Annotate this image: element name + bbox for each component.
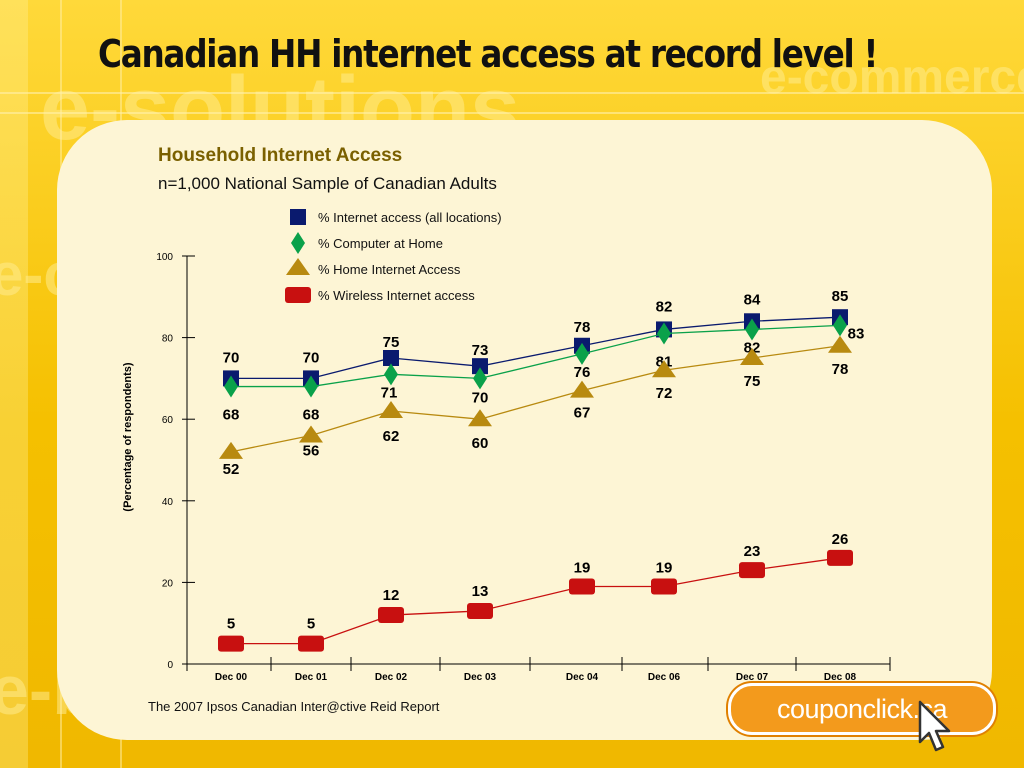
data-point [379,401,403,419]
data-point [473,367,487,390]
data-point [657,322,671,345]
data-point [472,358,488,375]
data-label: 83 [848,325,865,342]
source-note: The 2007 Ipsos Canadian Inter@ctive Reid… [148,699,440,714]
x-tick-label: Dec 08 [824,672,857,683]
data-label: 78 [574,319,591,336]
data-label: 84 [744,291,761,308]
series-line [230,345,841,453]
data-label: 70 [223,349,240,366]
data-label: 68 [223,407,240,424]
couponclick-logo: couponclick.ca [728,683,996,735]
legend-label: % Computer at Home [318,236,443,251]
data-point [652,360,676,378]
legend-label: % Internet access (all locations) [318,210,502,225]
data-label: 75 [744,373,761,390]
series-line [231,324,841,388]
series-line [231,316,841,380]
x-tick-label: Dec 00 [215,672,248,683]
data-point [569,578,595,595]
legend-swatch [291,232,305,254]
x-tick-label: Dec 06 [648,672,681,683]
x-tick-label: Dec 01 [295,672,328,683]
data-label: 5 [307,616,315,633]
data-label: 62 [383,428,400,445]
series-line [231,557,841,645]
data-label: 13 [472,583,489,600]
data-label: 67 [574,405,591,422]
data-label: 52 [223,461,240,478]
y-tick-label: 80 [162,334,174,345]
legend-swatch [286,258,310,275]
data-label: 5 [227,616,235,633]
y-tick-label: 60 [162,415,174,426]
data-point [218,635,244,652]
x-tick-label: Dec 07 [736,672,769,683]
data-point [651,578,677,595]
data-label: 75 [383,334,400,351]
data-label: 85 [832,288,849,305]
y-tick-label: 0 [167,660,173,671]
data-point [827,549,853,566]
data-label: 82 [656,298,673,315]
x-tick-label: Dec 04 [566,672,599,683]
legend-swatch [285,287,311,303]
x-tick-label: Dec 02 [375,672,408,683]
data-point [378,607,404,624]
data-label: 19 [656,559,673,576]
data-point [304,375,318,398]
data-point [299,425,323,443]
data-point [745,318,759,341]
data-point [828,335,852,353]
data-point [383,350,399,366]
data-point [384,363,398,386]
data-label: 23 [744,543,761,560]
y-tick-label: 40 [162,497,174,508]
cursor-arrow-icon [918,700,951,752]
chart-panel [57,120,992,740]
background-line [0,112,1024,114]
background-line [0,92,1024,94]
data-label: 70 [472,389,489,406]
data-label: 60 [472,435,489,452]
data-label: 73 [472,342,489,359]
data-point [570,380,594,398]
data-point [467,602,493,619]
background-watermark: e-commerce [760,51,1024,104]
legend-label: % Home Internet Access [318,262,461,277]
slide-title: Canadian HH internet access at record le… [98,32,878,76]
data-point [739,562,765,579]
data-label: 70 [303,349,320,366]
data-label: 19 [574,559,591,576]
data-point [468,409,492,427]
chart-subtitle: n=1,000 National Sample of Canadian Adul… [158,174,497,193]
data-label: 71 [381,384,398,401]
y-tick-label: 20 [162,578,174,589]
data-point [298,635,324,652]
data-point [575,342,589,365]
data-label: 56 [303,443,320,460]
data-label: 68 [303,407,320,424]
data-point [224,375,238,398]
data-point [833,314,847,337]
data-label: 26 [832,531,849,548]
legend-swatch [290,209,306,225]
y-axis-label: (Percentage of respondents) [122,362,134,511]
data-label: 78 [832,361,849,378]
data-label: 72 [656,385,673,402]
data-label: 12 [383,587,400,604]
data-label: 82 [744,339,761,356]
data-label: 76 [574,364,591,381]
chart-title: Household Internet Access [158,145,403,166]
x-tick-label: Dec 03 [464,672,497,683]
data-point [740,348,764,365]
legend-label: % Wireless Internet access [318,288,475,303]
y-tick-label: 100 [156,252,173,263]
data-point [219,441,243,459]
